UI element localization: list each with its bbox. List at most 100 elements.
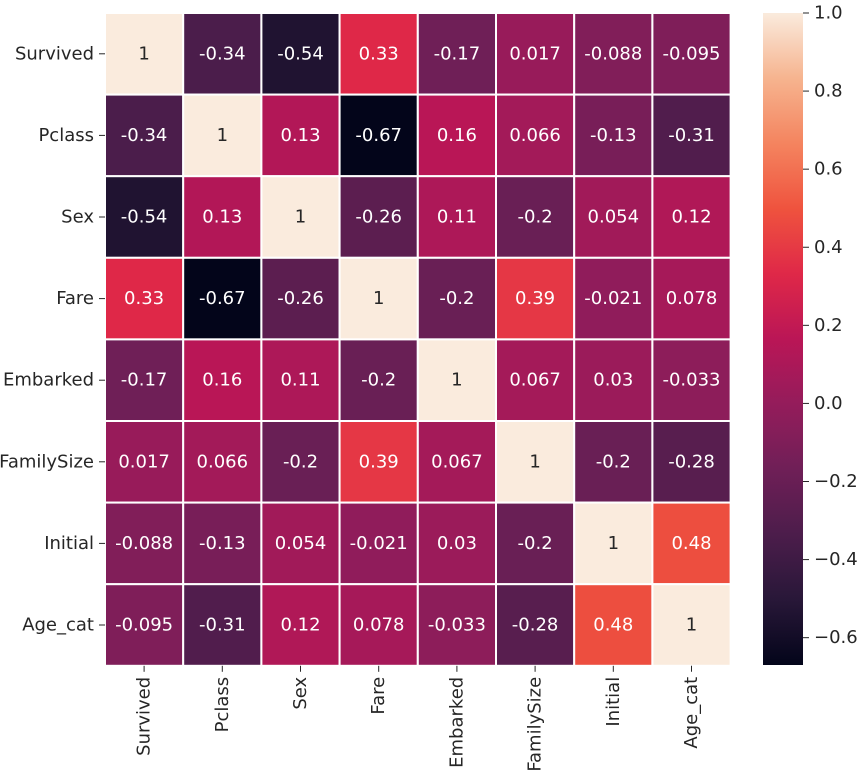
- cell-label-Survived-Initial: -0.088: [584, 43, 642, 64]
- colorbar-tick-label: 0.6: [814, 159, 843, 180]
- cell-label-Fare-Age_cat: 0.078: [666, 288, 718, 309]
- heatmap-cell-FamilySize-Pclass: [182, 420, 263, 504]
- cell-label-Pclass-FamilySize: 0.066: [509, 125, 561, 146]
- colorbar-tick-label: −0.2: [814, 471, 858, 492]
- cell-label-Survived-Sex: -0.54: [277, 43, 324, 64]
- row-label-Initial: Initial: [44, 533, 94, 554]
- cell-label-Embarked-Survived: -0.17: [121, 370, 168, 391]
- cell-label-Age_cat-Survived: -0.095: [115, 615, 173, 636]
- row-label-Age_cat: Age_cat: [22, 615, 94, 636]
- row-label-Survived: Survived: [15, 43, 94, 64]
- cell-label-Embarked-Pclass: 0.16: [202, 370, 242, 391]
- colorbar-tick-label: 0.2: [814, 315, 843, 336]
- cell-label-Age_cat-FamilySize: -0.28: [512, 615, 559, 636]
- colorbar: 1.0 0.8 0.6 0.4 0.2 0.0 −0.2 −0.4 −0.6: [763, 3, 858, 665]
- heatmap-cell-Initial-Age_cat: [651, 501, 732, 586]
- heatmap-cell-Pclass-FamilySize: [495, 93, 576, 178]
- column-tick-labels: Survived Pclass Sex Fare Embarked FamilySize I…: [134, 665, 702, 772]
- cell-label-Initial-Survived: -0.088: [115, 533, 173, 554]
- column-label-Survived: Survived: [134, 677, 155, 756]
- heatmap-cell-Sex-Sex: [260, 175, 341, 259]
- cell-label-Age_cat-Pclass: -0.31: [199, 615, 246, 636]
- colorbar-tick-label: 1.0: [814, 3, 843, 24]
- heatmap-cell-Initial-Sex: [260, 501, 341, 586]
- cell-label-Embarked-Age_cat: -0.033: [662, 370, 720, 391]
- row-label-Sex: Sex: [61, 207, 94, 228]
- heatmap-cell-Sex-Age_cat: [651, 175, 732, 259]
- cell-label-Age_cat-Embarked: -0.033: [428, 615, 486, 636]
- cell-label-Initial-Initial: 1: [608, 533, 619, 554]
- cell-label-Embarked-Fare: -0.2: [361, 370, 396, 391]
- cell-label-FamilySize-Sex: -0.2: [283, 451, 318, 472]
- heatmap-cell-FamilySize-FamilySize: [495, 420, 576, 504]
- heatmap-cell-Survived-Age_cat: [651, 12, 732, 96]
- row-tick-labels: Survived Pclass Sex Fare Embarked FamilySize I…: [0, 43, 105, 636]
- heatmap-cell-Fare-Sex: [260, 256, 341, 341]
- cell-label-Embarked-Sex: 0.11: [280, 370, 320, 391]
- heatmap-cell-Initial-Pclass: [182, 501, 263, 586]
- heatmap-cell-FamilySize-Embarked: [416, 420, 497, 504]
- heatmap-cell-FamilySize-Initial: [573, 420, 654, 504]
- cell-label-Initial-Pclass: -0.13: [199, 533, 246, 554]
- cell-label-Fare-FamilySize: 0.39: [515, 288, 555, 309]
- heatmap-cell-Initial-Survived: [104, 501, 185, 586]
- cell-label-Embarked-FamilySize: 0.067: [509, 370, 561, 391]
- colorbar-tick-label: 0.4: [814, 237, 843, 258]
- row-label-Pclass: Pclass: [38, 125, 94, 146]
- cell-label-Age_cat-Initial: 0.48: [593, 615, 633, 636]
- cell-label-Age_cat-Fare: 0.078: [353, 615, 405, 636]
- cell-label-FamilySize-Fare: 0.39: [359, 451, 399, 472]
- cell-label-Fare-Survived: 0.33: [124, 288, 164, 309]
- cell-label-Pclass-Age_cat: -0.31: [668, 125, 715, 146]
- column-label-Age_cat: Age_cat: [681, 677, 702, 749]
- cell-label-Pclass-Survived: -0.34: [121, 125, 168, 146]
- cell-label-Pclass-Fare: -0.67: [355, 125, 402, 146]
- cell-label-Survived-Survived: 1: [138, 43, 149, 64]
- cell-label-FamilySize-Pclass: 0.066: [197, 451, 249, 472]
- heatmap-cell-FamilySize-Age_cat: [651, 420, 732, 504]
- cell-label-Sex-Pclass: 0.13: [202, 207, 242, 228]
- colorbar-gradient: [763, 13, 803, 665]
- cell-label-Embarked-Embarked: 1: [451, 370, 462, 391]
- cell-label-Initial-Sex: 0.054: [275, 533, 327, 554]
- colorbar-tick-label: 0.0: [814, 393, 843, 414]
- column-label-Initial: Initial: [603, 677, 624, 727]
- cell-label-Fare-Pclass: -0.67: [199, 288, 246, 309]
- heatmap-cell-Embarked-Embarked: [416, 338, 497, 422]
- heatmap-cell-Survived-Pclass: [182, 12, 263, 96]
- heatmap-cell-Initial-Embarked: [416, 501, 497, 586]
- cell-label-FamilySize-FamilySize: 1: [529, 451, 540, 472]
- heatmap-cell-Pclass-Age_cat: [651, 93, 732, 178]
- cell-label-Sex-Fare: -0.26: [355, 207, 402, 228]
- cell-label-Fare-Fare: 1: [373, 288, 384, 309]
- row-label-Embarked: Embarked: [3, 370, 94, 391]
- cell-label-Age_cat-Sex: 0.12: [280, 615, 320, 636]
- heatmap-cell-Sex-Initial: [573, 175, 654, 259]
- heatmap-cell-Fare-Embarked: [416, 256, 497, 341]
- cell-label-Fare-Sex: -0.26: [277, 288, 324, 309]
- colorbar-ticks: 1.0 0.8 0.6 0.4 0.2 0.0 −0.2 −0.4 −0.6: [803, 3, 858, 648]
- cell-label-Survived-Fare: 0.33: [359, 43, 399, 64]
- cell-label-Initial-Fare: -0.021: [350, 533, 408, 554]
- cell-label-Fare-Embarked: -0.2: [439, 288, 474, 309]
- heatmap-cell-Embarked-Fare: [338, 338, 419, 422]
- heatmap-cell-Initial-Initial: [573, 501, 654, 586]
- heatmap-cells: [104, 12, 732, 667]
- heatmap-cell-Fare-Initial: [573, 256, 654, 341]
- cell-label-Sex-Initial: 0.054: [588, 207, 640, 228]
- column-label-FamilySize: FamilySize: [525, 677, 546, 772]
- heatmap-cell-Pclass-Pclass: [182, 93, 263, 178]
- cell-label-Pclass-Sex: 0.13: [280, 125, 320, 146]
- column-label-Embarked: Embarked: [446, 677, 467, 768]
- cell-label-Survived-Pclass: -0.34: [199, 43, 246, 64]
- column-label-Pclass: Pclass: [212, 677, 233, 733]
- heatmap-cell-Embarked-Age_cat: [651, 338, 732, 422]
- cell-label-FamilySize-Initial: -0.2: [596, 451, 631, 472]
- cell-label-Sex-FamilySize: -0.2: [518, 207, 553, 228]
- column-label-Fare: Fare: [368, 677, 389, 715]
- cell-label-FamilySize-Age_cat: -0.28: [668, 451, 715, 472]
- heatmap-cell-Age_cat-Sex: [260, 583, 341, 667]
- cell-label-Pclass-Embarked: 0.16: [437, 125, 477, 146]
- cell-label-Sex-Sex: 1: [295, 207, 306, 228]
- colorbar-tick-label: 0.8: [814, 81, 843, 102]
